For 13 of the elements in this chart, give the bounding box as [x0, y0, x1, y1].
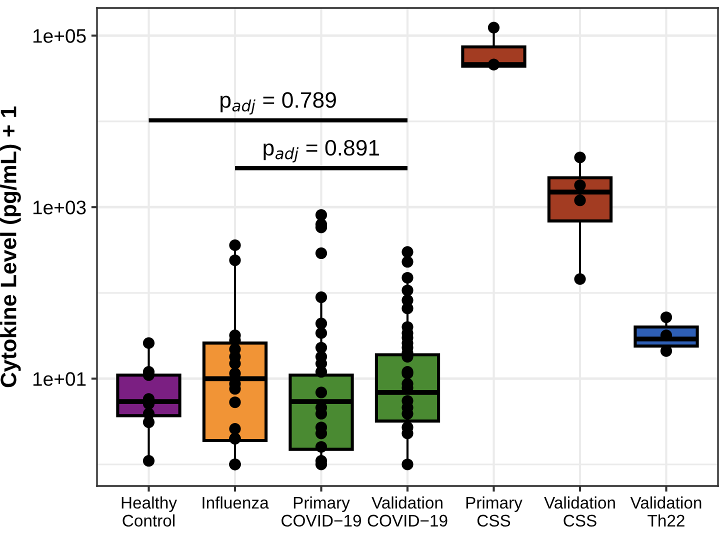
x-tick-label: Influenza — [202, 496, 269, 509]
y-tick-label: 1e+03 — [33, 200, 86, 214]
y-axis-title: Cytokine Level (pg/mL) + 1 — [0, 106, 21, 388]
y-tick-label: 1e+01 — [33, 372, 86, 386]
annotation: p$_{adj}$ = 0.789 — [220, 92, 336, 115]
x-tick-label: Primary COVID−19 — [282, 496, 361, 527]
x-tick-label: Primary CSS — [466, 496, 522, 527]
x-tick-label: Validation Th22 — [630, 496, 702, 526]
x-tick-label: Validation CSS — [544, 496, 615, 527]
y-tick-label: 1e+05 — [33, 29, 86, 43]
x-tick-label: Validation COVID−19 — [368, 496, 448, 527]
annotation: p$_{adj}$ = 0.891 — [264, 140, 380, 162]
x-tick-label: Healthy Control — [122, 496, 177, 527]
